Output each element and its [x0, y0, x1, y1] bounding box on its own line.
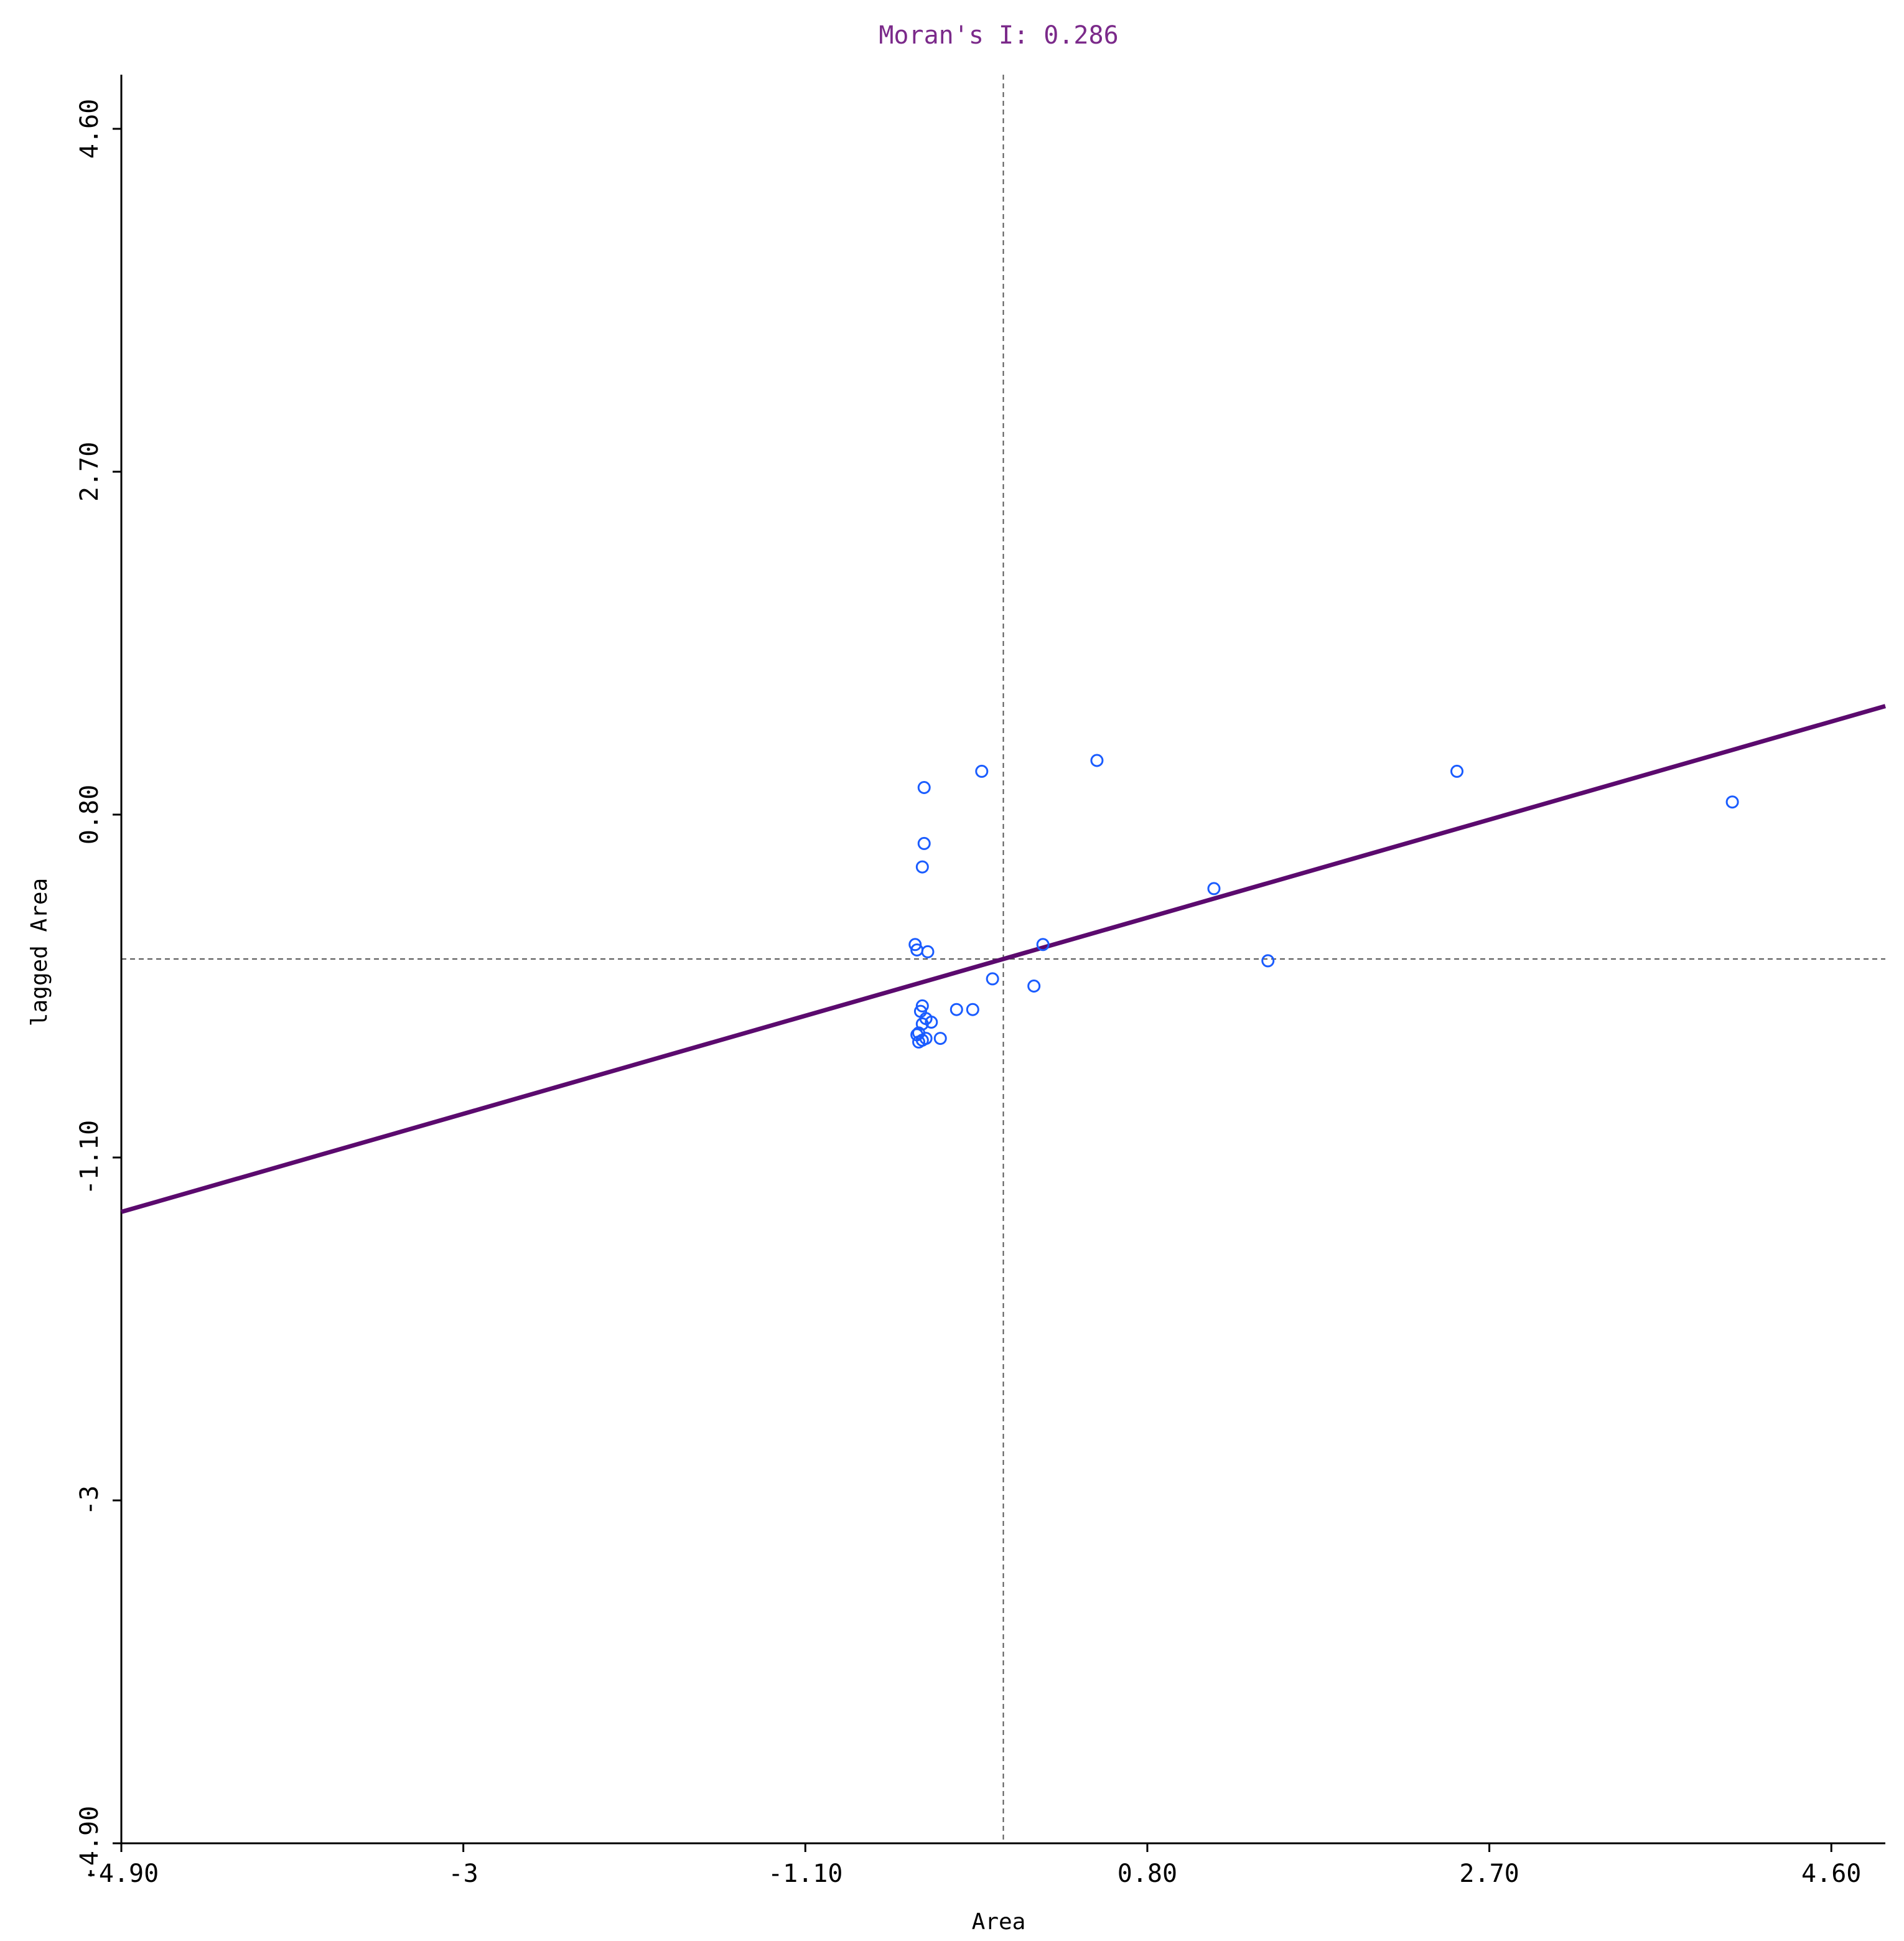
x-tick-label: 4.60: [1801, 1859, 1861, 1888]
chart-title: Moran's I: 0.286: [879, 21, 1118, 50]
scatter-points: [908, 754, 1739, 1049]
scatter-point: [966, 1003, 979, 1016]
scatter-point: [1261, 954, 1275, 968]
x-tick-label: 2.70: [1459, 1859, 1519, 1888]
scatter-point: [915, 999, 929, 1013]
scatter-point: [917, 781, 931, 794]
scatter-point: [921, 945, 935, 958]
scatter-point: [908, 938, 922, 952]
regression-line: [121, 704, 1886, 1214]
regression-line-group: [121, 704, 1886, 1214]
scatter-point: [1207, 882, 1221, 896]
x-tick-label: -4.90: [84, 1859, 159, 1888]
scatter-point: [950, 1003, 963, 1016]
scatter-point: [925, 1016, 938, 1029]
scatter-point: [1027, 980, 1041, 993]
tick-labels: -4.90 -3 -1.10 0.80 2.70 4.60 -4.90 -3 -1.10 0.80…: [75, 99, 1861, 1888]
scatter-point: [915, 860, 929, 874]
scatter-point: [912, 1035, 926, 1049]
y-axis-label: lagged Area: [27, 878, 52, 1026]
y-tick-label: 0.80: [75, 785, 104, 844]
scatter-point: [1450, 764, 1463, 778]
x-axis-label: Area: [972, 1909, 1026, 1935]
scatter-point: [933, 1032, 947, 1045]
y-tick-label: 4.60: [75, 99, 104, 159]
scatter-point: [975, 764, 989, 778]
x-tick-label: -1.10: [768, 1859, 842, 1888]
y-tick-label: -1.10: [75, 1120, 104, 1195]
axes: [120, 75, 1885, 1845]
x-tick-label: 0.80: [1118, 1859, 1177, 1888]
y-tick-label: 2.70: [75, 442, 104, 502]
scatter-point: [1090, 754, 1104, 767]
scatter-point: [986, 972, 999, 986]
scatter-point: [1036, 938, 1050, 952]
y-tick-label: -3: [75, 1485, 104, 1515]
y-tick-label: -4.90: [75, 1806, 104, 1881]
scatter-point: [917, 836, 931, 850]
x-tick-label: -3: [449, 1859, 478, 1888]
scatter-point: [1725, 795, 1739, 809]
